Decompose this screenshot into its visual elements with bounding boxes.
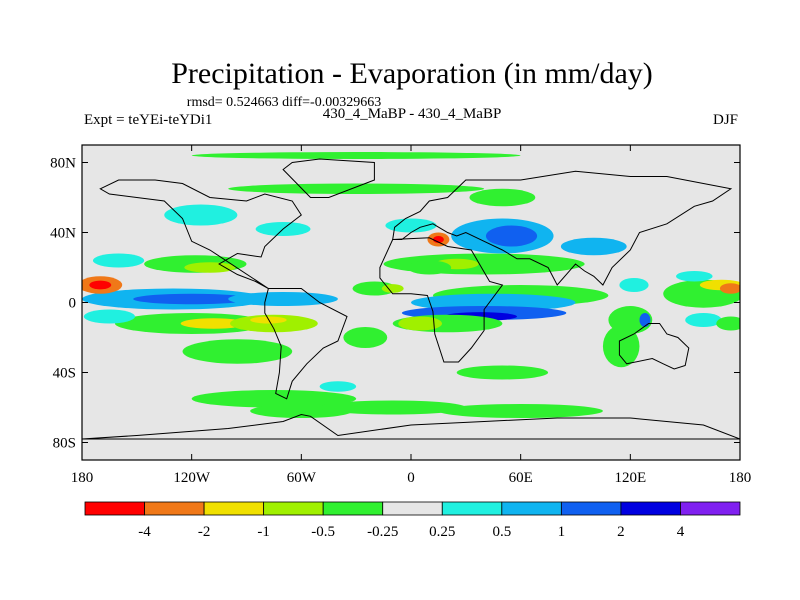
center-label: 430_4_MaBP - 430_4_MaBP [323,106,502,122]
contour-region [133,293,251,305]
colorbar-label: 4 [677,524,685,540]
x-tick-label: 60W [287,470,317,486]
contour-region [228,183,485,194]
contour-region [438,404,603,418]
x-tick-label: 60E [509,470,533,486]
x-tick-label: 180 [729,470,752,486]
coastline [82,413,740,440]
contour-region [619,278,649,292]
x-axis: 180 120W 60W 0 60E 120E 180 [71,145,752,486]
coastline [99,179,302,289]
contour-region [89,280,112,290]
contour-region [343,327,388,348]
colorbar-swatch [620,501,681,516]
contour-region [639,313,651,327]
right-label: DJF [713,112,738,128]
x-tick-label: 120E [614,470,646,486]
y-tick-label: 40N [50,226,76,242]
y-tick-label: 40S [53,366,76,382]
stats-line: rmsd= 0.524663 diff=-0.00329663 [187,95,381,110]
plot-area [81,144,741,461]
colorbar-label: -1 [257,524,270,540]
contour-region [191,152,521,159]
contour-region [184,262,236,273]
contour-region [469,188,536,207]
contour-region [319,381,357,392]
contour-region [180,318,247,329]
colorbar-label: 1 [558,524,566,540]
coastline [618,323,690,370]
contour-region [191,390,357,408]
colorbar-swatch [382,501,443,516]
contour-region [319,400,466,415]
colorbar-swatch [144,501,205,516]
colorbar-swatch [322,501,384,516]
colorbar-label: -0.5 [311,524,335,540]
coastline [264,288,348,400]
y-tick-label: 80S [53,436,76,452]
contour-region [676,271,713,282]
colorbar-swatch [680,501,741,516]
contour-region [398,316,443,331]
colorbar-swatch [263,501,324,516]
contour-region [164,204,238,226]
chart-title: Precipitation - Evaporation (in mm/day) [171,57,653,90]
contour-region [385,218,437,233]
colorbar-swatch [203,501,265,516]
contour-region [560,237,627,256]
land-outlines [82,158,740,440]
colorbar: -4 -2 -1 -0.5 -0.25 0.25 0.5 1 2 4 [84,501,741,540]
contour-region [407,260,452,275]
contour-region [456,365,549,380]
y-tick-label: 0 [69,296,77,312]
coastline [392,170,733,286]
colorbar-swatch [560,501,622,516]
contour-region [182,339,293,364]
contour-region [83,309,136,324]
contour-region [716,316,740,331]
y-axis: 80N 40N 0 40S 80S [50,156,740,452]
colorbar-label: -0.25 [367,524,398,540]
contour-region [685,313,722,327]
x-tick-label: 180 [71,470,94,486]
colorbar-label: 0.5 [492,524,511,540]
colorbar-label: 0.25 [429,524,455,540]
contour-region [719,283,740,294]
colorbar-label: -4 [138,524,151,540]
contour-region [92,253,145,268]
contour-fields [82,152,740,418]
x-tick-label: 0 [407,470,415,486]
colorbar-label: 2 [617,524,625,540]
colorbar-swatch [501,501,562,516]
contour-region [381,284,404,293]
colorbar-swatch [441,501,503,516]
colorbar-label: -2 [198,524,211,540]
contour-region [608,306,653,334]
y-tick-label: 80N [50,156,76,172]
contour-region [485,225,538,247]
x-tick-label: 120W [173,470,211,486]
left-label: Expt = teYEi-teYDi1 [84,112,212,128]
coastline [379,237,504,363]
coastline [282,158,375,198]
colorbar-swatch [84,501,145,516]
